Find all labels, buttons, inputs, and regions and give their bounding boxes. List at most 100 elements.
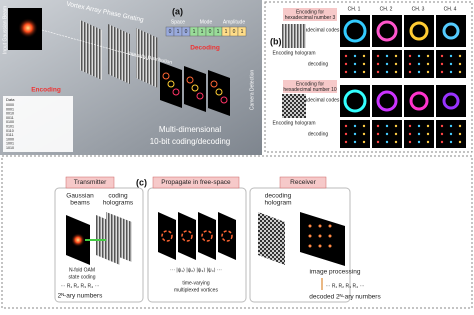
dot — [328, 234, 332, 238]
oam: state coding — [69, 274, 96, 280]
panel-label: (a) — [172, 6, 183, 16]
channel: CH. 1 — [348, 6, 361, 12]
transmitter-tag — [65, 176, 115, 189]
ring-cell — [404, 15, 434, 47]
code-header: Space — [171, 19, 185, 25]
dot — [394, 62, 398, 66]
bit: 1 — [225, 29, 228, 35]
dot — [308, 224, 312, 228]
dot — [308, 244, 312, 248]
dot — [408, 62, 412, 66]
dot — [318, 224, 322, 228]
dot — [385, 62, 389, 66]
row-title: hexadecimal number 3 — [285, 15, 336, 21]
gratings — [41, 20, 158, 88]
dot — [449, 62, 453, 66]
channel: CH. 2 — [380, 6, 393, 12]
ring-cell — [436, 15, 466, 47]
vortex-frame — [218, 212, 236, 260]
dot — [318, 244, 322, 248]
ring — [215, 88, 223, 96]
vortex — [181, 230, 193, 242]
dot — [426, 140, 430, 144]
channel: CH. 3 — [412, 6, 425, 12]
dot — [394, 140, 398, 144]
ring — [186, 76, 194, 84]
codes-label: hexadecimal codes — [297, 27, 340, 33]
coding: holograms — [103, 200, 134, 207]
bit-box — [237, 26, 247, 37]
ring-cell — [436, 85, 466, 117]
bit: 0 — [209, 29, 212, 35]
bit: 1 — [241, 29, 244, 35]
decoding-label: decoding — [308, 131, 329, 137]
dot — [449, 54, 453, 58]
ring — [442, 92, 460, 110]
bit: 1 — [201, 29, 204, 35]
dot — [417, 132, 421, 136]
bit: 1 — [193, 29, 196, 35]
table-row: 1001 — [6, 142, 14, 146]
vortices: time-varying — [182, 280, 209, 286]
table-row: 0010 — [6, 112, 14, 116]
dot — [417, 70, 421, 74]
ring — [343, 89, 367, 113]
dot — [376, 140, 380, 144]
dot — [353, 124, 357, 128]
dot — [408, 132, 412, 136]
bit: 0 — [169, 29, 172, 35]
bit: 0 — [233, 29, 236, 35]
dot — [440, 132, 444, 136]
output-numbers: decoded 2ᴺ-ary numbers — [309, 294, 381, 301]
ring — [210, 80, 218, 88]
table-header: Data — [6, 97, 15, 102]
table-row: 0111 — [6, 133, 13, 137]
vortex-frame — [198, 212, 216, 260]
hologram — [282, 94, 306, 118]
panel-b-border — [264, 1, 473, 153]
table-row: 0110 — [6, 129, 14, 133]
dot — [417, 54, 421, 58]
table-row: 0101 — [6, 124, 14, 128]
decoding-holo: decoding — [265, 193, 292, 200]
dot — [353, 54, 357, 58]
dot — [385, 132, 389, 136]
dot — [426, 70, 430, 74]
dot — [440, 70, 444, 74]
dot — [328, 224, 332, 228]
intensity-image — [184, 66, 206, 112]
bit: 1 — [217, 29, 220, 35]
caption-line: Multi-dimensional — [159, 125, 221, 134]
ring — [162, 72, 170, 80]
vortex — [201, 230, 213, 242]
title-tag — [283, 8, 337, 21]
dot — [458, 62, 462, 66]
vortex — [161, 230, 173, 242]
decoding-label: decoding — [308, 61, 329, 67]
propagate-tag — [152, 176, 240, 189]
hologram-label: Encoding hologram — [272, 120, 315, 126]
dot — [458, 132, 462, 136]
dot — [344, 124, 348, 128]
table-row: 1010 — [6, 146, 14, 150]
dot — [376, 54, 380, 58]
panel-label: (c) — [136, 177, 147, 187]
dot — [408, 140, 412, 144]
camera-image — [300, 212, 345, 266]
channel: CH. 4 — [444, 6, 457, 12]
ring — [442, 22, 460, 40]
dot — [440, 62, 444, 66]
decoding-hologram — [258, 212, 285, 265]
dot — [344, 54, 348, 58]
row-title: hexadecimal number 10 — [283, 87, 337, 93]
hologram-label: Encoding hologram — [272, 50, 315, 56]
hologram — [282, 24, 306, 48]
dot — [440, 54, 444, 58]
transmitter: Transmitter — [74, 179, 107, 186]
dot — [417, 124, 421, 128]
dot — [385, 140, 389, 144]
dot — [408, 124, 412, 128]
caption-line: 10-bit coding/decoding — [150, 137, 231, 146]
input-seq: ··· R₁ R₂ R₃ R₄ ··· — [60, 283, 99, 289]
dot — [426, 54, 430, 58]
